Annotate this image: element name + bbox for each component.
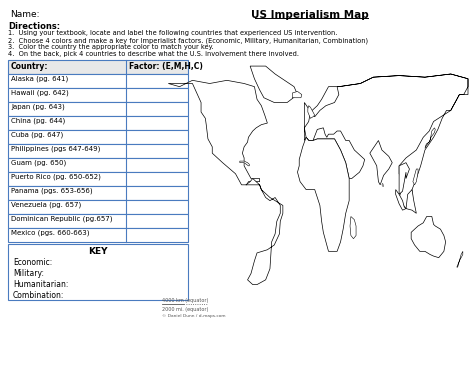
FancyBboxPatch shape	[8, 228, 188, 242]
Polygon shape	[240, 161, 249, 166]
Polygon shape	[308, 106, 315, 118]
Text: Cuba (pg. 647): Cuba (pg. 647)	[11, 132, 63, 138]
FancyBboxPatch shape	[8, 130, 188, 144]
Text: Guam (pg. 650): Guam (pg. 650)	[11, 160, 66, 167]
Polygon shape	[246, 179, 283, 285]
Text: Factor: (E,M,H,C): Factor: (E,M,H,C)	[129, 62, 203, 71]
Text: Hawaii (pg. 642): Hawaii (pg. 642)	[11, 90, 69, 97]
Polygon shape	[396, 190, 406, 210]
Polygon shape	[292, 92, 302, 98]
Text: 3.  Color the country the appropriate color to match your key.: 3. Color the country the appropriate col…	[8, 44, 214, 50]
Text: Combination:: Combination:	[13, 291, 64, 300]
Text: 4.  On the back, pick 4 countries to describe what the U.S. involvement there in: 4. On the back, pick 4 countries to desc…	[8, 51, 299, 57]
Text: Economic:: Economic:	[13, 258, 52, 267]
Text: Humanitarian:: Humanitarian:	[13, 280, 68, 289]
Polygon shape	[406, 190, 416, 213]
FancyBboxPatch shape	[8, 158, 188, 172]
Text: 1.  Using your textbook, locate and label the following countries that experienc: 1. Using your textbook, locate and label…	[8, 30, 337, 36]
Text: Name:: Name:	[10, 10, 39, 19]
FancyBboxPatch shape	[8, 74, 188, 88]
Text: Puerto Rico (pg. 650-652): Puerto Rico (pg. 650-652)	[11, 174, 101, 180]
Text: 2000 mi. (equator): 2000 mi. (equator)	[162, 307, 209, 312]
Text: Japan (pg. 643): Japan (pg. 643)	[11, 104, 65, 111]
Polygon shape	[399, 163, 410, 194]
Polygon shape	[382, 183, 383, 186]
Text: Directions:: Directions:	[8, 22, 60, 31]
Text: US Imperialism Map: US Imperialism Map	[251, 10, 369, 20]
FancyBboxPatch shape	[8, 186, 188, 200]
Text: © Daniel Dunn / d-maps.com: © Daniel Dunn / d-maps.com	[162, 314, 226, 318]
Text: Alaska (pg. 641): Alaska (pg. 641)	[11, 76, 68, 82]
Polygon shape	[304, 87, 365, 179]
Text: Dominican Republic (pg.657): Dominican Republic (pg.657)	[11, 216, 112, 223]
Polygon shape	[457, 251, 463, 267]
Text: KEY: KEY	[88, 247, 108, 256]
Text: 2.  Choose 4 colors and make a key for Imperialist factors. (Economic, Military,: 2. Choose 4 colors and make a key for Im…	[8, 37, 368, 44]
FancyBboxPatch shape	[8, 88, 188, 102]
Polygon shape	[425, 128, 435, 149]
Polygon shape	[337, 74, 468, 209]
Text: Venezuela (pg. 657): Venezuela (pg. 657)	[11, 202, 81, 209]
Polygon shape	[413, 169, 418, 185]
Text: 4000 km (equator): 4000 km (equator)	[162, 298, 209, 303]
Polygon shape	[350, 217, 356, 239]
FancyBboxPatch shape	[8, 200, 188, 214]
FancyBboxPatch shape	[8, 214, 188, 228]
Text: Philippines (pgs 647-649): Philippines (pgs 647-649)	[11, 146, 100, 153]
Polygon shape	[298, 137, 349, 251]
Text: Military:: Military:	[13, 269, 44, 278]
FancyBboxPatch shape	[8, 144, 188, 158]
Polygon shape	[411, 217, 446, 258]
Polygon shape	[168, 80, 267, 185]
Polygon shape	[250, 66, 298, 102]
Text: Mexico (pgs. 660-663): Mexico (pgs. 660-663)	[11, 230, 90, 236]
Polygon shape	[370, 141, 392, 185]
FancyBboxPatch shape	[8, 60, 188, 74]
FancyBboxPatch shape	[8, 244, 188, 300]
FancyBboxPatch shape	[8, 116, 188, 130]
Text: Panama (pgs. 653-656): Panama (pgs. 653-656)	[11, 188, 92, 194]
Text: Country:: Country:	[11, 62, 48, 71]
FancyBboxPatch shape	[8, 102, 188, 116]
Text: China (pg. 644): China (pg. 644)	[11, 118, 65, 124]
FancyBboxPatch shape	[8, 172, 188, 186]
